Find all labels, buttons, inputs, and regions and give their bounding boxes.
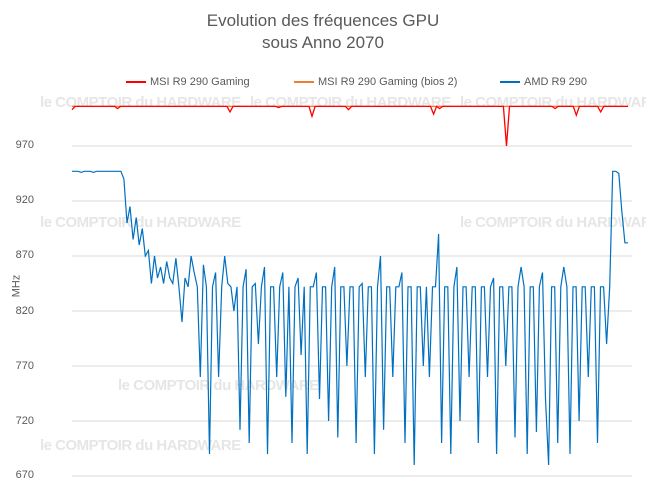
legend-swatch	[500, 81, 520, 83]
series-line-0	[71, 105, 628, 147]
watermark: le COMPTOIR du HARDWARE	[460, 215, 646, 230]
title-line: Evolution des fréquences GPU	[206, 11, 440, 30]
watermark: le COMPTOIR du HARDWARE	[40, 438, 241, 453]
legend-label: AMD R9 290	[524, 76, 587, 88]
legend-label: MSI R9 290 Gaming	[150, 76, 250, 88]
series-line-2	[72, 170, 628, 466]
legend-swatch	[294, 81, 314, 83]
chart-title: Evolution des fréquences GPU sous Anno 2…	[0, 10, 646, 54]
y-tick-label: 720	[15, 415, 34, 427]
watermark: le COMPTOIR du HARDWARE	[40, 215, 241, 230]
y-tick-label: 820	[15, 305, 34, 317]
y-tick-label: 870	[15, 249, 34, 261]
legend-item-amd: AMD R9 290	[500, 76, 587, 88]
watermark-text: le COMPTOIR du HARDWARE	[40, 214, 241, 231]
y-tick-label: 670	[15, 469, 34, 481]
legend-label: MSI R9 290 Gaming (bios 2)	[318, 76, 458, 88]
watermark-text: le COMPTOIR du HARDWARE	[460, 214, 646, 231]
legend-swatch	[126, 81, 146, 83]
legend-item-msi-bios2: MSI R9 290 Gaming (bios 2)	[294, 76, 457, 88]
y-tick-label: 770	[15, 360, 34, 372]
legend-item-msi: MSI R9 290 Gaming	[126, 76, 250, 88]
y-tick-label: 970	[15, 139, 34, 151]
watermark-text: le COMPTOIR du HARDWARE	[40, 437, 241, 454]
subtitle-line: sous Anno 2070	[262, 33, 384, 52]
y-tick-label: 920	[15, 194, 34, 206]
